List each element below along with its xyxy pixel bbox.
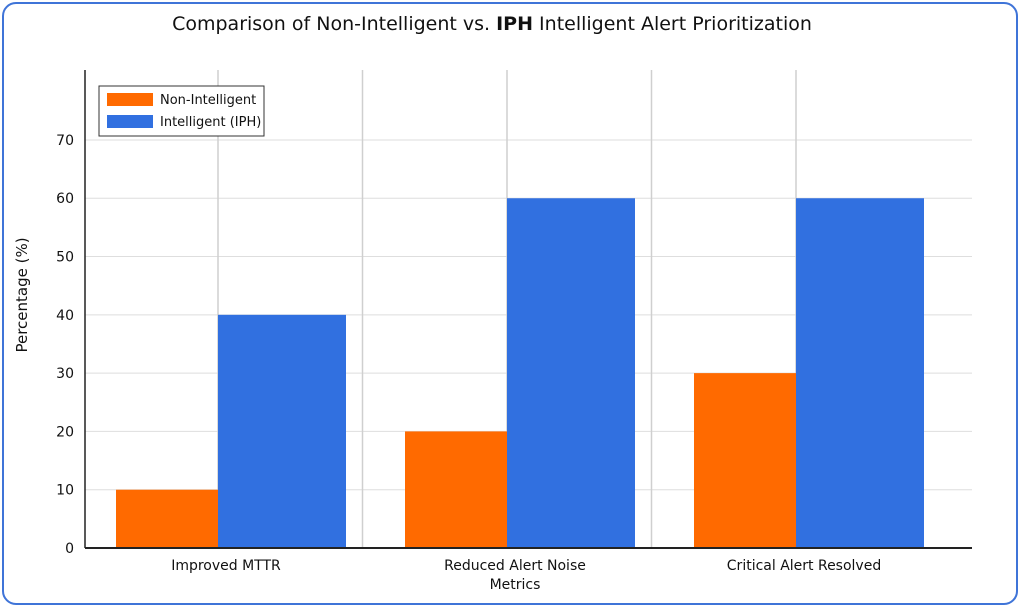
chart-title: Comparison of Non-Intelligent vs. IPH In… <box>172 13 812 35</box>
chart-title-part-1: IPH <box>496 13 533 35</box>
bar-non-intelligent-0 <box>116 489 218 548</box>
legend-swatch <box>107 115 153 128</box>
x-category-label: Critical Alert Resolved <box>727 558 881 574</box>
bars <box>116 198 924 548</box>
bar-intelligent-0 <box>218 314 346 548</box>
bar-intelligent-2 <box>796 198 924 548</box>
y-tick-labels: 0 10 20 30 40 50 60 70 <box>56 133 74 557</box>
x-category-label: Improved MTTR <box>171 558 281 574</box>
y-tick-label: 30 <box>56 366 74 382</box>
x-category-label: Reduced Alert Noise Metrics <box>444 558 586 593</box>
legend-swatch <box>107 93 153 106</box>
x-category-label-line: Critical Alert Resolved <box>727 558 881 574</box>
chart-title-part-0: Comparison of Non-Intelligent vs. <box>172 13 496 35</box>
legend: Non-Intelligent Intelligent (IPH) <box>98 85 265 137</box>
bar-non-intelligent-1 <box>405 431 507 548</box>
y-tick-label: 0 <box>65 541 74 557</box>
y-tick-label: 50 <box>56 250 74 266</box>
chart-title-part-2: Intelligent Alert Prioritization <box>533 13 812 35</box>
y-tick-label: 20 <box>56 424 74 440</box>
y-tick-label: 40 <box>56 308 74 324</box>
y-axis-label: Percentage (%) <box>13 237 31 352</box>
y-tick-label: 10 <box>56 483 74 499</box>
x-category-labels: Improved MTTR Reduced Alert Noise Metrics C… <box>171 558 881 593</box>
x-category-label-line: Improved MTTR <box>171 558 281 574</box>
legend-label: Intelligent (IPH) <box>160 115 261 130</box>
x-category-label-line: Metrics <box>490 577 541 593</box>
bar-non-intelligent-2 <box>694 373 796 548</box>
legend-label: Non-Intelligent <box>160 93 256 108</box>
y-tick-label: 70 <box>56 133 74 149</box>
axes <box>84 70 972 549</box>
y-tick-label: 60 <box>56 191 74 207</box>
bar-intelligent-1 <box>507 198 635 548</box>
x-category-label-line: Reduced Alert Noise <box>444 558 586 574</box>
